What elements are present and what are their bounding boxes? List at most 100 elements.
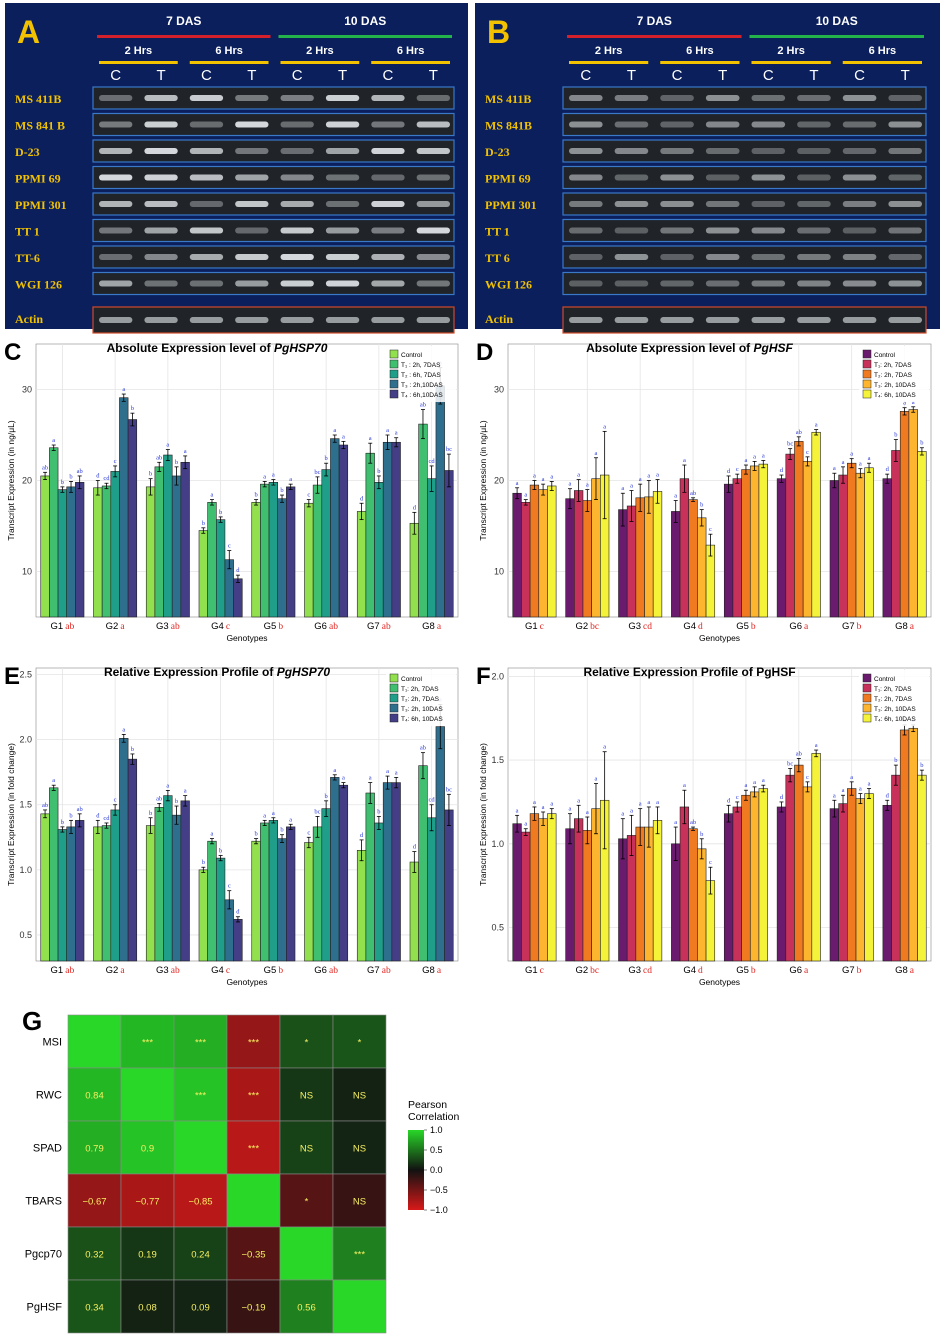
significance-letter: b	[131, 746, 134, 753]
group-significance-letter: a	[804, 966, 809, 976]
significance-letter: a	[630, 807, 633, 814]
significance-letter: a	[753, 779, 756, 786]
gel-band	[325, 280, 360, 287]
bar	[286, 826, 296, 962]
x-tick-label: G2 bc	[575, 621, 599, 632]
legend-label: T₃: 2h, 10DAS	[874, 382, 916, 389]
bar	[565, 498, 575, 618]
gel-band	[705, 201, 740, 207]
bar	[688, 828, 698, 962]
significance-letter: b	[920, 440, 923, 447]
chart-title-gene: PgHSF	[754, 341, 794, 355]
y-tick-label: 1.0	[491, 839, 504, 849]
bar	[829, 808, 839, 962]
y-tick-label: 30	[494, 385, 504, 395]
gel-band	[416, 280, 450, 287]
bar	[723, 483, 734, 618]
x-axis-label: Genotypes	[699, 977, 740, 987]
gel-band	[325, 254, 360, 260]
significance-letter: a	[533, 473, 536, 480]
significance-letter: a	[859, 461, 862, 468]
significance-letter: ab	[42, 464, 48, 471]
bar	[382, 441, 393, 618]
gel-band	[416, 148, 450, 154]
heatmap-row-label: Pgcp70	[25, 1249, 62, 1261]
gel-row-label: MS 411B	[485, 92, 531, 106]
bar	[811, 753, 821, 962]
x-tick-label: G5 b	[264, 965, 284, 976]
gel-band	[888, 201, 922, 207]
bar	[444, 470, 454, 618]
bar	[277, 838, 287, 962]
correlation-value: −0.67	[82, 1197, 106, 1208]
x-tick-label: G4 c	[211, 621, 230, 632]
gel-subgroup-label: 6 Hrs	[686, 45, 714, 57]
gel-band	[705, 317, 740, 323]
significance-letter: a	[542, 476, 545, 483]
correlation-value: −0.35	[241, 1250, 265, 1261]
significance-letter: d	[236, 909, 240, 916]
gel-band	[325, 201, 360, 207]
legend-swatch	[389, 683, 399, 693]
significance-letter: ab	[42, 802, 48, 809]
heatmap-cell	[332, 1279, 387, 1334]
bar	[899, 411, 910, 618]
colorbar-tick-label: −1.0	[430, 1205, 448, 1215]
colorbar-tick-label: −0.5	[430, 1185, 448, 1195]
gel-band	[325, 121, 360, 128]
gel-band	[660, 148, 694, 154]
gel-band	[888, 317, 922, 323]
bar	[829, 480, 839, 618]
bar	[838, 803, 848, 962]
group-significance-letter: a	[910, 622, 915, 632]
significance-letter: a	[524, 492, 527, 499]
significance-letter: a	[674, 493, 677, 500]
bar	[838, 474, 848, 618]
significance-letter: b	[219, 509, 222, 516]
significance-letter: d	[780, 467, 784, 474]
gel-row-label: PPMI 69	[15, 172, 61, 186]
significance-letter: b	[202, 859, 205, 866]
heatmap-panel-G: GMSIMSIRWCRWCSPADSPADTBARSTBARSPgcp70Pgc…	[22, 1006, 460, 1334]
significance-marker: NS	[353, 1091, 366, 1102]
group-significance-letter: ab	[171, 966, 180, 976]
y-tick-label: 10	[22, 567, 32, 577]
gel-band	[614, 254, 649, 260]
significance-letter: a	[833, 465, 836, 472]
gel-lane-label: T	[718, 67, 727, 84]
group-significance-letter: cd	[643, 622, 652, 632]
bar	[426, 478, 437, 618]
gel-band	[751, 280, 786, 287]
gel-row-box	[562, 165, 927, 190]
gel-subgroup-label: 2 Hrs	[595, 45, 623, 57]
gel-band	[842, 174, 877, 181]
gel-band	[99, 317, 133, 323]
gel-band	[144, 280, 178, 287]
bar	[847, 462, 857, 618]
heatmap-cell	[67, 1279, 122, 1334]
bar	[538, 489, 548, 618]
significance-letter: a	[744, 782, 747, 789]
group-significance-letter: c	[540, 622, 544, 632]
gel-band	[888, 95, 922, 101]
bar	[338, 784, 349, 962]
significance-letter: a	[263, 812, 266, 819]
y-tick-label: 20	[22, 476, 32, 486]
gel-band	[751, 121, 786, 128]
gel-band	[189, 95, 224, 101]
gel-lane-label: C	[292, 67, 303, 84]
significance-letter: c	[228, 543, 231, 550]
bar	[785, 453, 795, 618]
heatmap-cell	[120, 1014, 175, 1069]
legend-swatch	[389, 673, 399, 683]
significance-letter: a	[868, 781, 871, 788]
significance-letter: a	[833, 792, 836, 799]
significance-letter: a	[586, 809, 589, 816]
group-significance-letter: ab	[329, 966, 338, 976]
gel-band	[797, 201, 831, 207]
significance-letter: a	[674, 819, 677, 826]
significance-letter: b	[325, 455, 328, 462]
significance-letter: a	[577, 797, 580, 804]
gel-row-label: MS 841B	[485, 119, 532, 133]
